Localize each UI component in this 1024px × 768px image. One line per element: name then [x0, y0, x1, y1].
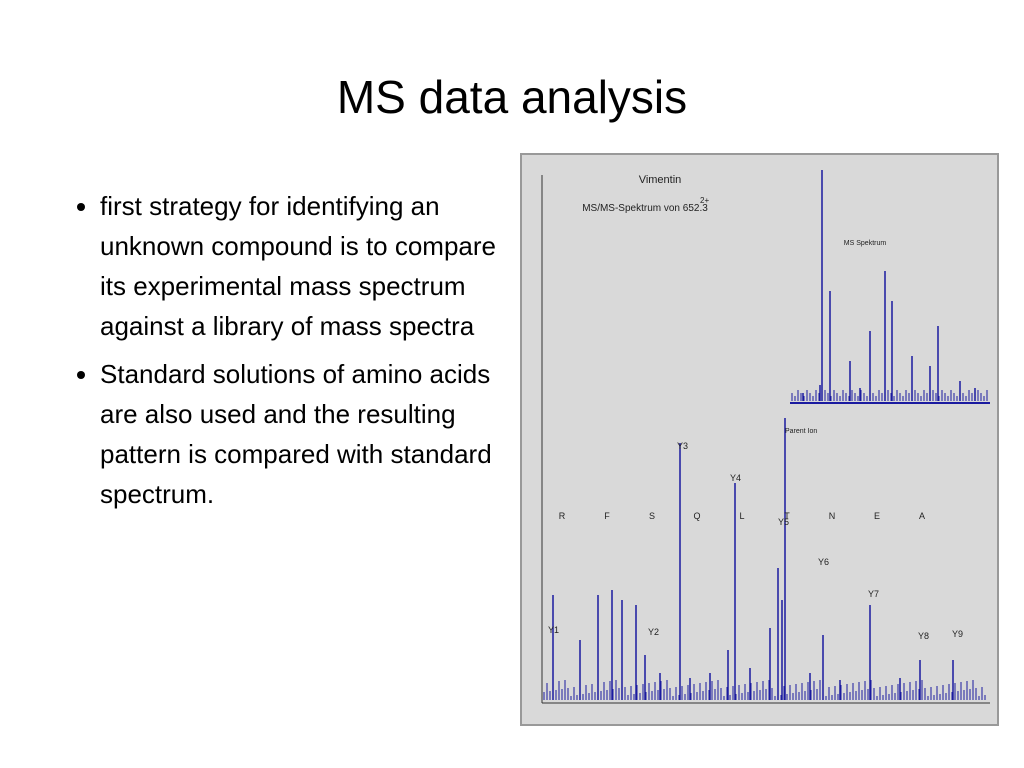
ion-label: Y6 — [818, 557, 829, 567]
sequence-letter: E — [874, 511, 880, 521]
slide-title: MS data analysis — [336, 71, 688, 123]
parent-label: Parent Ion — [785, 428, 817, 435]
inset-label: MS Spektrum — [844, 240, 887, 247]
bullet: Standard solutions of amino acids are al… — [100, 354, 500, 514]
bullet: first strategy for identifying an unknow… — [100, 186, 500, 346]
sequence-letter: S — [649, 511, 655, 521]
sequence-letter: Q — [693, 511, 700, 521]
peaks — [543, 170, 988, 700]
ion-label: Y9 — [952, 629, 963, 639]
sequence-letter: R — [559, 511, 566, 521]
spectrum-figure: Vimentin MS/MS-Spektrum von 652.3 2+ MS … — [520, 153, 999, 726]
sequence-letter: L — [739, 511, 744, 521]
figure-frame — [520, 153, 999, 726]
ion-label: Y8 — [918, 631, 929, 641]
ion-label: Y3 — [677, 441, 688, 451]
sequence-letter: A — [919, 511, 925, 521]
bullet-list: first strategy for identifying an unknow… — [58, 186, 500, 522]
charge: 2+ — [700, 196, 709, 205]
sequence-letter: F — [604, 511, 610, 521]
ion-label: Y7 — [868, 589, 879, 599]
ion-label: Y2 — [648, 627, 659, 637]
ion-label: Y1 — [548, 625, 559, 635]
sequence-letter: N — [829, 511, 836, 521]
figure-subtitle: MS/MS-Spektrum von 652.3 — [582, 203, 708, 214]
sequence-letter: T — [784, 511, 790, 521]
figure-title: Vimentin — [639, 174, 682, 186]
ion-label: Y5 — [778, 517, 789, 527]
ion-label: Y4 — [730, 473, 741, 483]
